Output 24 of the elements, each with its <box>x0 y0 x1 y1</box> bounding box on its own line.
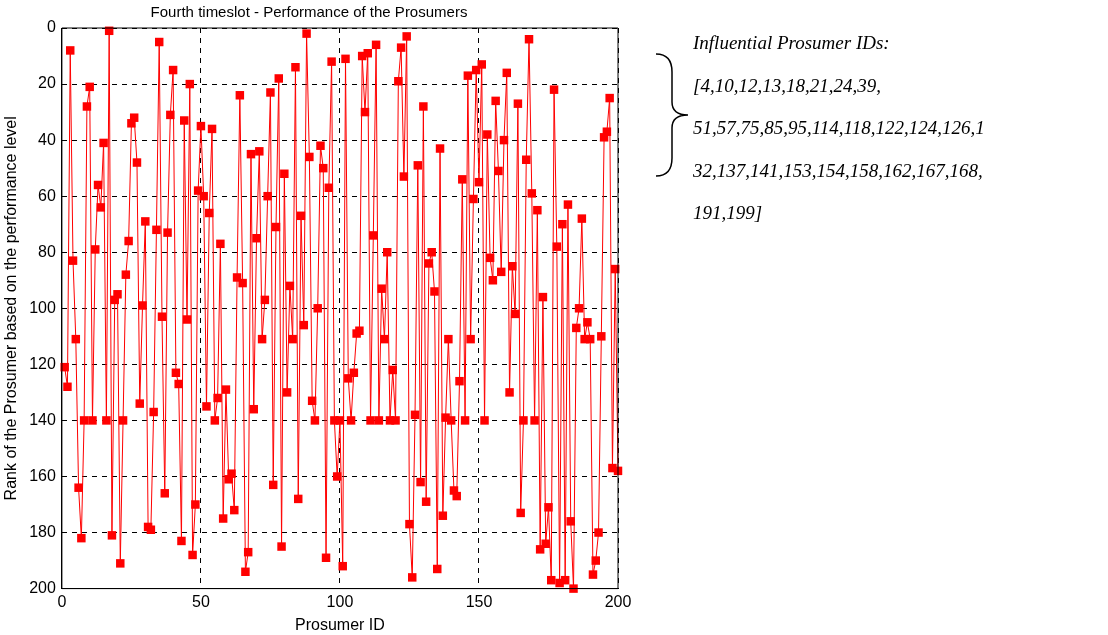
chart-title: Fourth timeslot - Performance of the Prosumers <box>150 3 468 21</box>
y-axis-title: Rank of the Prosumer based on the performance level <box>2 116 20 501</box>
y-tick-label: 140 <box>29 410 56 428</box>
x-tick-label: 200 <box>604 592 632 610</box>
y-tick-label: 100 <box>29 298 56 316</box>
text: [4,10,12,13,18,21,24,39, <box>693 73 882 98</box>
y-tick-label: 40 <box>38 130 56 148</box>
x-tick-label: 100 <box>326 592 354 610</box>
y-tick-label: 0 <box>46 18 56 36</box>
x-axis-title: Prosumer ID <box>295 615 385 633</box>
y-tick-label: 80 <box>38 242 56 260</box>
text: Influential Prosumer IDs: <box>693 31 891 55</box>
x-tick-label: 0 <box>57 592 67 610</box>
y-tick-label: 120 <box>29 354 56 372</box>
y-tick-label: 20 <box>38 74 56 92</box>
text: 51,57,75,85,95,114,118,122,124,126,1 <box>693 116 985 140</box>
y-tick-label: 160 <box>29 466 56 484</box>
y-tick-label: 180 <box>29 522 56 540</box>
y-tick-label: 60 <box>38 186 56 204</box>
x-tick-label: 150 <box>465 592 493 610</box>
text: 32,137,141,153,154,158,162,167,168, <box>693 158 984 183</box>
x-tick-label: 50 <box>192 592 210 610</box>
text: 191,199] <box>693 201 764 225</box>
y-tick-label: 200 <box>29 579 56 597</box>
